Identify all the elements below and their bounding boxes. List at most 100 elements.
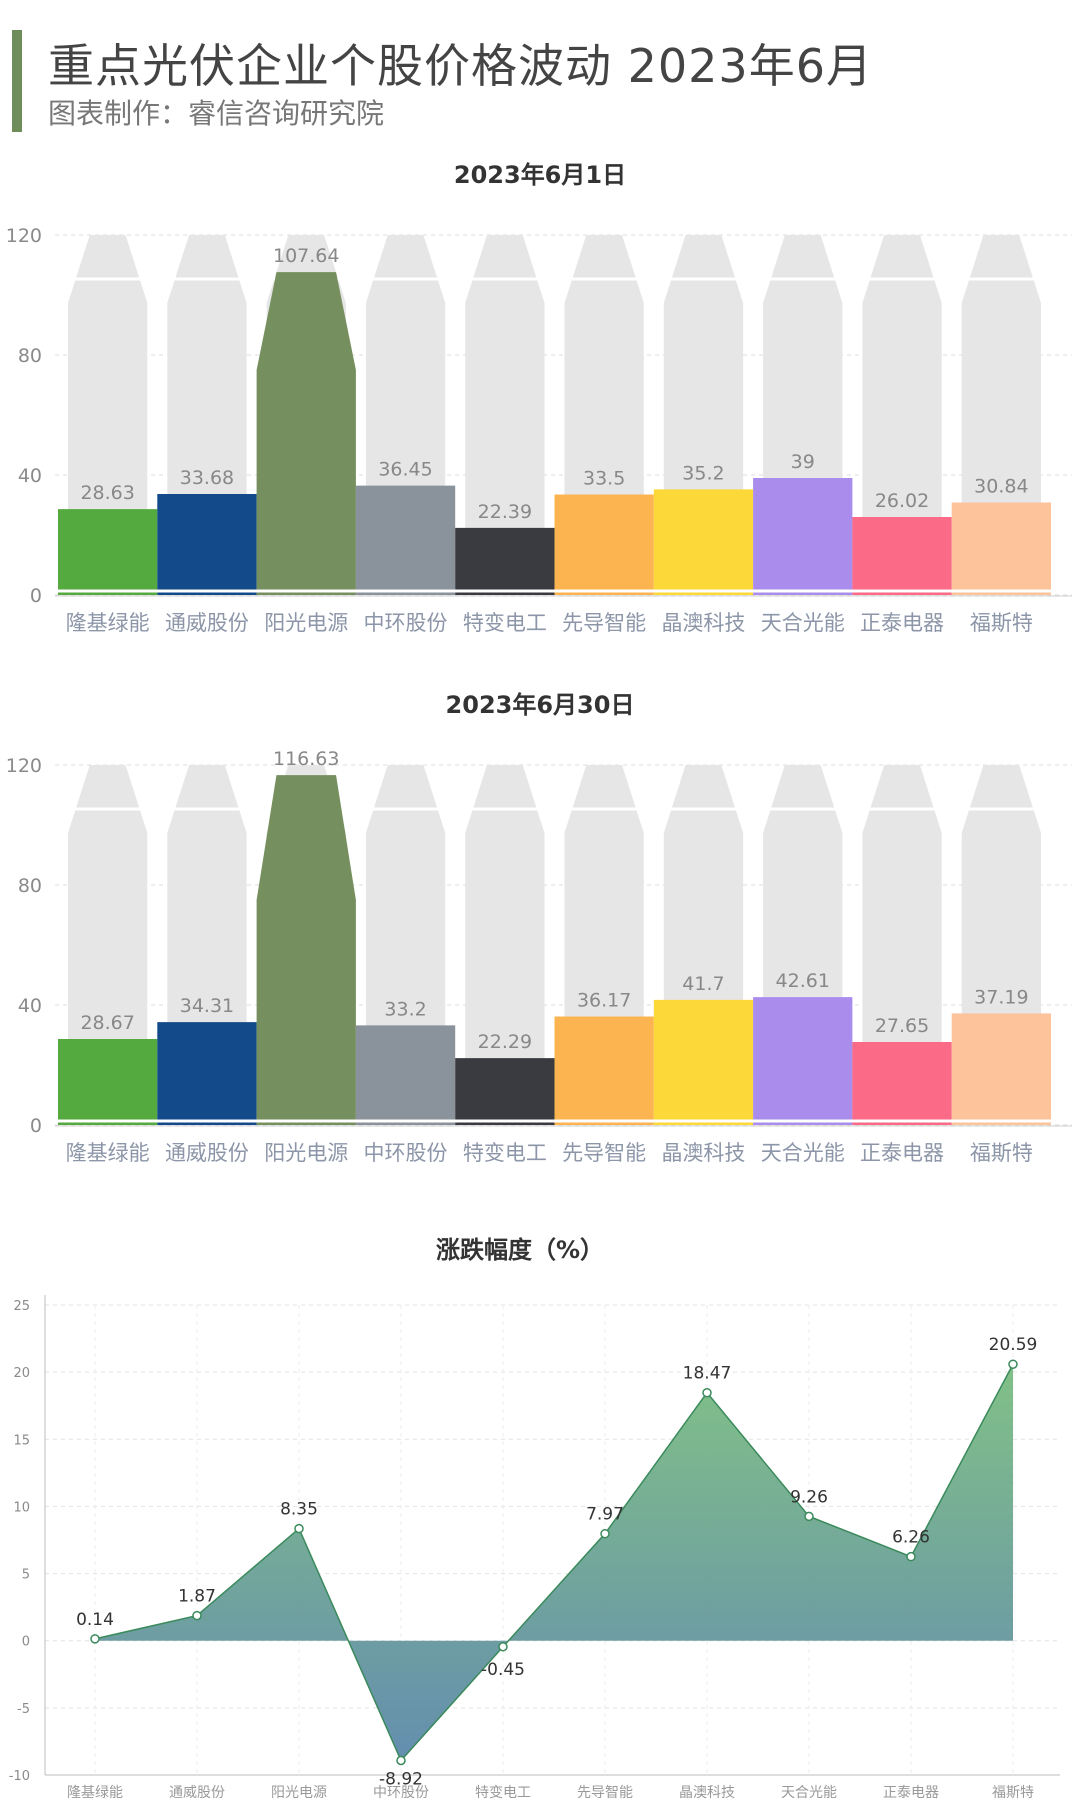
- x-tick-label: 晶澳科技: [661, 1141, 745, 1165]
- page-title: 重点光伏企业个股价格波动 2023年6月: [48, 39, 873, 93]
- bar: [852, 1042, 952, 1125]
- x-tick-label: 阳光电源: [271, 1785, 327, 1801]
- data-point: [396, 1755, 406, 1766]
- x-tick-label: 通威股份: [165, 1141, 249, 1165]
- y-tick-label: 20: [13, 1366, 30, 1381]
- data-label: 27.65: [875, 1015, 929, 1037]
- x-tick-label: 特变电工: [463, 611, 547, 635]
- title-accent-bar: [12, 30, 22, 132]
- x-tick-label: 特变电工: [463, 1141, 547, 1165]
- bar-background-shape: [465, 235, 545, 595]
- data-label: 28.63: [80, 482, 134, 504]
- data-label: 20.59: [989, 1335, 1038, 1355]
- data-label: 35.2: [682, 462, 724, 484]
- y-tick-label: -5: [17, 1702, 30, 1717]
- y-tick-label: 10: [13, 1500, 30, 1515]
- data-label: 36.45: [378, 459, 432, 481]
- y-tick-label: 5: [22, 1568, 30, 1583]
- y-tick-label: 0: [22, 1635, 30, 1650]
- x-tick-label: 福斯特: [970, 611, 1033, 635]
- data-label: -8.92: [379, 1769, 423, 1789]
- bar: [355, 1025, 456, 1125]
- bar: [951, 502, 1051, 595]
- data-label: -0.45: [481, 1660, 525, 1680]
- y-tick-label: 0: [30, 1115, 42, 1137]
- x-tick-label: 晶澳科技: [679, 1785, 735, 1801]
- x-tick-label: 正泰电器: [883, 1785, 939, 1801]
- data-label: 36.17: [577, 989, 631, 1011]
- y-tick-label: 40: [18, 995, 42, 1017]
- bar: [455, 527, 555, 595]
- data-label: 22.29: [478, 1031, 532, 1053]
- bar: [852, 516, 952, 595]
- x-tick-label: 天合光能: [761, 611, 845, 635]
- data-label: 28.67: [80, 1012, 134, 1034]
- x-tick-label: 中环股份: [364, 611, 448, 635]
- x-tick-label: 正泰电器: [860, 1141, 944, 1165]
- data-label: 37.19: [974, 986, 1028, 1008]
- bar: [157, 1022, 257, 1125]
- data-label: 42.61: [776, 970, 830, 992]
- data-label: 30.84: [974, 475, 1028, 497]
- x-tick-label: 先导智能: [577, 1785, 633, 1801]
- data-label: 33.2: [384, 998, 426, 1020]
- data-point: [804, 1511, 814, 1522]
- bar-background-shape: [862, 765, 942, 1125]
- bar: [554, 494, 654, 595]
- x-tick-label: 福斯特: [992, 1785, 1034, 1801]
- y-tick-label: 120: [6, 225, 42, 247]
- bar-background-shape: [465, 765, 545, 1125]
- data-point: [498, 1642, 508, 1652]
- y-tick-label: 120: [6, 755, 42, 777]
- bar-background-shape: [68, 765, 148, 1125]
- data-point: [600, 1528, 610, 1539]
- x-tick-label: 通威股份: [165, 611, 249, 635]
- x-tick-label: 隆基绿能: [66, 611, 150, 635]
- bar: [653, 999, 754, 1125]
- chart-title: 涨跌幅度（%）: [436, 1236, 604, 1264]
- x-tick-label: 天合光能: [761, 1141, 845, 1165]
- x-tick-label: 通威股份: [169, 1785, 225, 1801]
- data-label: 0.14: [76, 1610, 114, 1630]
- data-label: 41.7: [682, 973, 724, 995]
- y-tick-label: 15: [13, 1433, 30, 1448]
- x-tick-label: 中环股份: [373, 1785, 429, 1801]
- bar: [653, 489, 754, 595]
- x-tick-label: 中环股份: [364, 1141, 448, 1165]
- bar-chart-june-30: 2023年6月30日 0 40 80 120 28.67 隆基绿能 34.31 通威股份 116.…: [6, 691, 1072, 1165]
- data-label: 107.64: [273, 245, 339, 267]
- bar-background-shape: [862, 235, 942, 595]
- x-tick-label: 特变电工: [475, 1785, 531, 1801]
- bar: [256, 272, 356, 595]
- data-label: 26.02: [875, 490, 929, 512]
- page-header: 重点光伏企业个股价格波动 2023年6月 图表制作：睿信咨询研究院: [0, 0, 1080, 150]
- data-point: [1008, 1359, 1018, 1369]
- data-label: 22.39: [478, 501, 532, 523]
- data-label: 7.97: [586, 1505, 624, 1525]
- chart-title: 2023年6月1日: [454, 161, 626, 189]
- x-tick-label: 正泰电器: [860, 611, 944, 635]
- data-label: 1.87: [178, 1587, 216, 1607]
- page-subtitle: 图表制作：睿信咨询研究院: [48, 97, 385, 130]
- data-label: 39: [791, 451, 815, 473]
- x-tick-label: 阳光电源: [264, 1141, 348, 1165]
- data-point: [906, 1551, 916, 1562]
- bar: [256, 775, 356, 1125]
- bar: [455, 1058, 555, 1125]
- bar: [753, 478, 853, 595]
- y-tick-label: 0: [30, 585, 42, 607]
- x-tick-label: 隆基绿能: [67, 1784, 123, 1801]
- y-tick-label: 40: [18, 465, 42, 487]
- data-label: 8.35: [280, 1500, 318, 1520]
- x-tick-label: 先导智能: [562, 1141, 646, 1165]
- y-tick-label: -10: [9, 1769, 30, 1784]
- data-label: 9.26: [790, 1487, 828, 1507]
- bar: [58, 1038, 158, 1125]
- x-tick-label: 福斯特: [970, 1141, 1033, 1165]
- data-label: 6.26: [892, 1528, 930, 1548]
- bar: [157, 493, 257, 595]
- series-line: [94, 1363, 1014, 1762]
- data-label: 18.47: [683, 1364, 732, 1384]
- bar: [951, 1013, 1051, 1125]
- bar: [58, 509, 158, 595]
